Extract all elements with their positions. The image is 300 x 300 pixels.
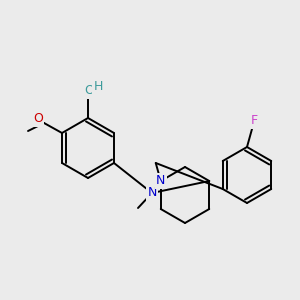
Text: O: O [84, 85, 94, 98]
Text: N: N [147, 187, 157, 200]
Text: O: O [33, 112, 43, 125]
Text: N: N [156, 175, 165, 188]
Text: H: H [93, 80, 103, 92]
Text: F: F [250, 115, 258, 128]
